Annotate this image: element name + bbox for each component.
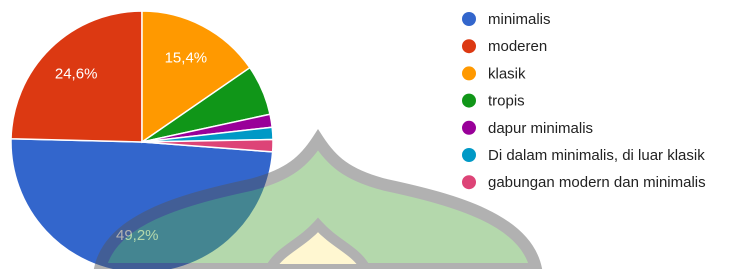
chart: 49,2%24,6%15,4% minimalismoderenklasiktr… [0, 0, 744, 269]
legend-label: moderen [488, 38, 547, 55]
legend-marker [462, 12, 476, 26]
legend-marker [462, 121, 476, 135]
page: 49,2%24,6%15,4% minimalismoderenklasiktr… [0, 0, 744, 269]
legend-label: tropis [488, 93, 525, 110]
legend-marker [462, 66, 476, 80]
legend-marker [462, 39, 476, 53]
legend-label: dapur minimalis [488, 120, 593, 137]
legend-marker [462, 148, 476, 162]
slice-label: 24,6% [55, 65, 98, 82]
slice-label: 15,4% [165, 49, 208, 66]
legend: minimalis moderen klasik tropis dapur minima… [462, 11, 706, 191]
legend-label: minimalis [488, 11, 551, 28]
legend-label: Di dalam minimalis, di luar klasik [488, 147, 705, 164]
legend-label: klasik [488, 65, 526, 82]
legend-marker [462, 175, 476, 189]
legend-label: gabungan modern dan minimalis [488, 174, 706, 191]
legend-marker [462, 94, 476, 108]
